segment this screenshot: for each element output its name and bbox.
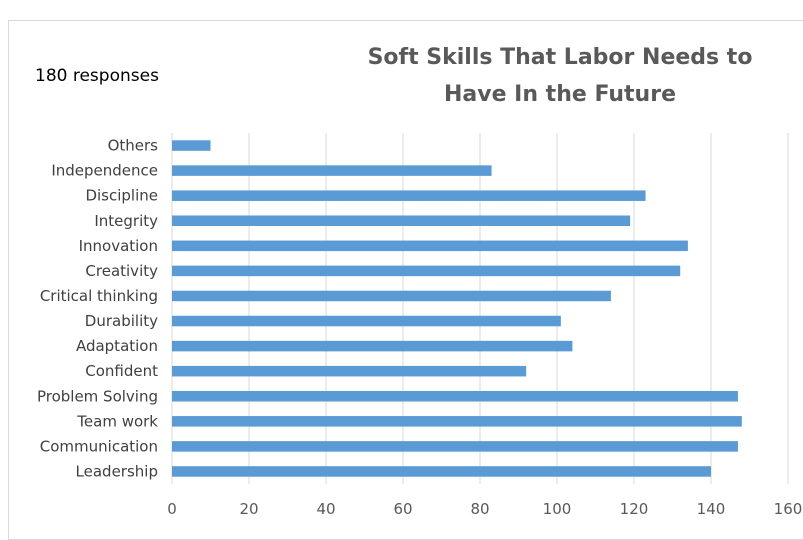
bar-creativity xyxy=(172,265,681,277)
category-label-leadership: Leadership xyxy=(76,462,158,480)
x-tick-label-160: 160 xyxy=(774,500,803,518)
category-label-team-work: Team work xyxy=(76,412,158,430)
x-tick-label-140: 140 xyxy=(697,500,726,518)
x-tick-label-60: 60 xyxy=(393,500,412,518)
bar-discipline xyxy=(172,190,646,201)
x-tick-label-40: 40 xyxy=(316,500,335,518)
category-label-integrity: Integrity xyxy=(94,212,158,230)
chart-title-line-1: Soft Skills That Labor Needs to xyxy=(368,45,753,70)
gridlines xyxy=(171,133,789,484)
category-label-problem-solving: Problem Solving xyxy=(37,387,158,405)
chart-frame xyxy=(8,20,803,540)
bar-leadership xyxy=(172,466,711,477)
bar-adaptation xyxy=(172,340,573,352)
chart-title-line-2: Have In the Future xyxy=(444,82,676,107)
x-tick-label-0: 0 xyxy=(167,500,177,518)
category-label-discipline: Discipline xyxy=(85,187,158,205)
x-tick-labels: 0 20 40 60 80 100 120 140 160 xyxy=(167,500,802,518)
bar-integrity xyxy=(172,215,631,227)
x-tick-label-120: 120 xyxy=(620,500,649,518)
bars xyxy=(172,140,742,477)
responses-count: 180 responses xyxy=(35,66,159,86)
category-label-others: Others xyxy=(108,137,159,155)
category-label-communication: Communication xyxy=(40,437,158,455)
x-tick-label-100: 100 xyxy=(543,500,572,518)
category-label-confident: Confident xyxy=(85,362,158,380)
bar-critical-thinking xyxy=(172,290,611,302)
bar-confident xyxy=(172,365,527,377)
bar-communication xyxy=(172,441,738,452)
category-label-creativity: Creativity xyxy=(85,262,158,280)
category-label-innovation: Innovation xyxy=(79,237,158,255)
x-tick-label-80: 80 xyxy=(470,500,489,518)
category-label-durability: Durability xyxy=(85,312,158,330)
category-labels: Leadership Communication Team work Problem … xyxy=(37,137,158,481)
bar-chart: 180 responses Soft Skills That Labor Nee… xyxy=(35,45,802,518)
bar-others xyxy=(172,140,211,151)
category-label-adaptation: Adaptation xyxy=(76,337,158,355)
category-label-independence: Independence xyxy=(51,162,158,180)
x-tick-label-20: 20 xyxy=(239,500,258,518)
bar-innovation xyxy=(172,240,688,252)
category-label-critical-thinking: Critical thinking xyxy=(40,287,158,305)
bar-team-work xyxy=(172,416,742,427)
bar-problem-solving xyxy=(172,390,738,402)
bar-independence xyxy=(172,165,492,176)
bar-durability xyxy=(172,315,561,327)
